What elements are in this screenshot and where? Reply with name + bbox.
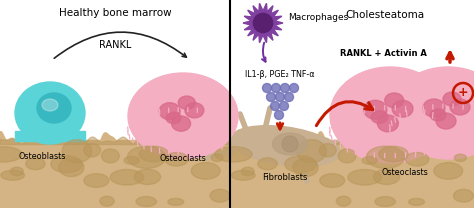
Ellipse shape [366, 146, 405, 168]
Text: RANKL + Activin A: RANKL + Activin A [340, 48, 427, 57]
Ellipse shape [338, 149, 356, 163]
Ellipse shape [83, 144, 100, 157]
Ellipse shape [136, 197, 156, 207]
Circle shape [284, 93, 293, 102]
Ellipse shape [319, 144, 336, 157]
Ellipse shape [409, 198, 424, 206]
Ellipse shape [436, 113, 456, 129]
Circle shape [282, 136, 298, 152]
Ellipse shape [293, 158, 318, 177]
Ellipse shape [10, 167, 23, 176]
Ellipse shape [364, 100, 387, 119]
Circle shape [272, 83, 281, 93]
Ellipse shape [62, 140, 91, 163]
Ellipse shape [273, 133, 308, 155]
Ellipse shape [379, 146, 408, 162]
FancyArrowPatch shape [277, 123, 283, 129]
Ellipse shape [371, 111, 388, 123]
Circle shape [266, 93, 275, 102]
Ellipse shape [385, 93, 404, 108]
Ellipse shape [320, 174, 345, 187]
Bar [15, 131, 85, 141]
Ellipse shape [375, 197, 395, 207]
Ellipse shape [330, 67, 450, 163]
Ellipse shape [210, 189, 230, 202]
Ellipse shape [434, 162, 463, 179]
Ellipse shape [191, 162, 220, 179]
FancyArrowPatch shape [316, 102, 373, 126]
FancyArrowPatch shape [54, 32, 186, 58]
Text: Cholesteatoma: Cholesteatoma [346, 10, 425, 20]
Circle shape [290, 83, 299, 93]
Text: RANKL: RANKL [99, 40, 131, 50]
Ellipse shape [374, 169, 400, 184]
FancyArrowPatch shape [447, 53, 453, 62]
Ellipse shape [42, 99, 58, 111]
Ellipse shape [159, 103, 180, 120]
Ellipse shape [168, 198, 183, 206]
Ellipse shape [37, 93, 71, 123]
Ellipse shape [337, 196, 351, 206]
Bar [0, 140, 230, 208]
Circle shape [281, 83, 290, 93]
Text: Osteoclasts: Osteoclasts [382, 168, 428, 177]
Ellipse shape [241, 167, 254, 176]
Ellipse shape [215, 147, 252, 162]
Ellipse shape [185, 103, 204, 118]
Ellipse shape [135, 169, 161, 184]
FancyArrowPatch shape [262, 43, 265, 62]
Ellipse shape [231, 170, 255, 180]
Ellipse shape [100, 196, 114, 206]
Ellipse shape [406, 152, 429, 166]
Ellipse shape [230, 126, 339, 166]
Circle shape [271, 102, 280, 110]
Ellipse shape [0, 147, 22, 162]
Ellipse shape [348, 170, 382, 185]
Ellipse shape [285, 156, 317, 173]
Ellipse shape [1, 170, 25, 180]
Ellipse shape [101, 149, 119, 163]
Ellipse shape [166, 112, 181, 124]
Ellipse shape [15, 82, 85, 144]
Text: Fibroblasts: Fibroblasts [262, 173, 308, 182]
Ellipse shape [392, 100, 413, 117]
Text: IL1-β, PGE₂ TNF-α: IL1-β, PGE₂ TNF-α [245, 70, 315, 79]
Text: Macrophages: Macrophages [288, 12, 348, 21]
Ellipse shape [423, 99, 445, 117]
Ellipse shape [172, 116, 191, 131]
Circle shape [280, 102, 289, 110]
Ellipse shape [128, 146, 166, 168]
Ellipse shape [26, 158, 45, 170]
Bar [230, 140, 474, 208]
Circle shape [263, 83, 272, 93]
Text: +: + [458, 87, 468, 99]
Ellipse shape [84, 174, 109, 187]
Ellipse shape [258, 158, 277, 170]
Ellipse shape [128, 73, 238, 159]
Polygon shape [243, 3, 283, 43]
Ellipse shape [362, 157, 377, 164]
Ellipse shape [443, 92, 461, 106]
Text: Osteoclasts: Osteoclasts [160, 154, 206, 163]
Ellipse shape [297, 140, 326, 163]
Ellipse shape [455, 154, 466, 161]
Circle shape [275, 93, 284, 102]
Ellipse shape [110, 170, 144, 185]
Text: Healthy bone marrow: Healthy bone marrow [59, 8, 171, 18]
Circle shape [254, 13, 273, 33]
Text: Osteoblasts: Osteoblasts [18, 152, 66, 161]
Ellipse shape [124, 157, 139, 164]
Ellipse shape [390, 67, 474, 159]
Ellipse shape [165, 152, 188, 166]
Ellipse shape [139, 146, 169, 162]
Ellipse shape [430, 109, 446, 121]
Circle shape [274, 110, 283, 120]
Ellipse shape [178, 96, 195, 109]
Ellipse shape [51, 156, 82, 173]
Ellipse shape [377, 115, 399, 132]
Ellipse shape [454, 189, 474, 202]
Ellipse shape [59, 158, 84, 177]
Ellipse shape [211, 154, 223, 161]
Ellipse shape [450, 99, 470, 115]
